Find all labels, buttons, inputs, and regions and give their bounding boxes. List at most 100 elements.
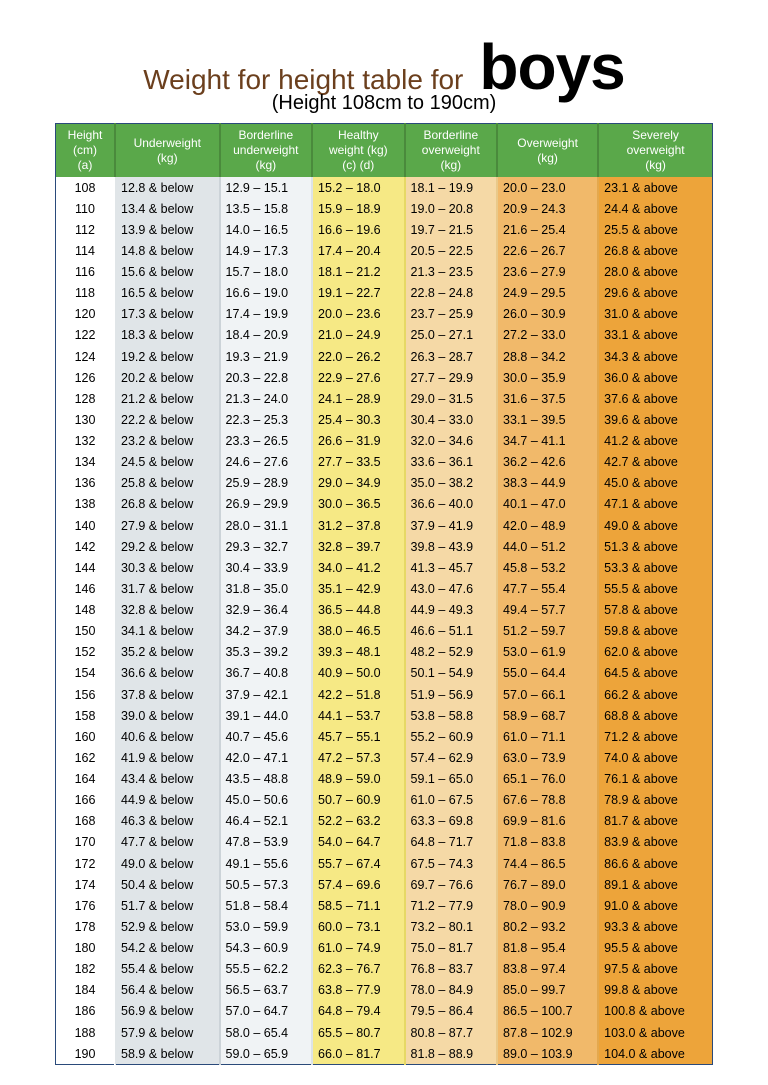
table-cell: 53.0 – 61.9: [497, 642, 598, 663]
table-cell: 58.9 – 68.7: [497, 705, 598, 726]
table-cell: 186: [56, 1001, 116, 1022]
table-row: 10812.8 & below12.9 – 15.115.2 – 18.018.…: [56, 177, 713, 198]
table-row: 15235.2 & below35.3 – 39.239.3 – 48.148.…: [56, 642, 713, 663]
table-cell: 83.8 – 97.4: [497, 959, 598, 980]
table-cell: 99.8 & above: [598, 980, 712, 1001]
table-cell: 64.8 – 71.7: [405, 832, 498, 853]
table-cell: 36.0 & above: [598, 367, 712, 388]
table-cell: 62.3 – 76.7: [312, 959, 405, 980]
table-cell: 56.5 – 63.7: [220, 980, 313, 1001]
table-cell: 49.0 & below: [115, 853, 220, 874]
table-cell: 17.4 – 19.9: [220, 304, 313, 325]
table-cell: 152: [56, 642, 116, 663]
table-cell: 57.0 – 66.1: [497, 684, 598, 705]
column-header: Healthyweight (kg)(c) (d): [312, 124, 405, 178]
table-cell: 23.3 – 26.5: [220, 431, 313, 452]
table-cell: 30.0 – 36.5: [312, 494, 405, 515]
table-cell: 80.8 – 87.7: [405, 1022, 498, 1043]
table-cell: 63.0 – 73.9: [497, 747, 598, 768]
table-row: 12821.2 & below21.3 – 24.024.1 – 28.929.…: [56, 388, 713, 409]
table-row: 11013.4 & below13.5 – 15.815.9 – 18.919.…: [56, 198, 713, 219]
table-cell: 75.0 – 81.7: [405, 938, 498, 959]
table-cell: 49.1 – 55.6: [220, 853, 313, 874]
table-cell: 25.0 – 27.1: [405, 325, 498, 346]
table-cell: 15.7 – 18.0: [220, 262, 313, 283]
table-row: 11213.9 & below14.0 – 16.516.6 – 19.619.…: [56, 219, 713, 240]
table-cell: 31.7 & below: [115, 578, 220, 599]
table-cell: 26.8 & above: [598, 240, 712, 261]
table-cell: 87.8 – 102.9: [497, 1022, 598, 1043]
table-cell: 57.8 & above: [598, 600, 712, 621]
table-cell: 73.2 – 80.1: [405, 916, 498, 937]
table-cell: 114: [56, 240, 116, 261]
table-cell: 24.1 – 28.9: [312, 388, 405, 409]
table-cell: 86.6 & above: [598, 853, 712, 874]
table-cell: 30.4 – 33.9: [220, 557, 313, 578]
table-cell: 60.0 – 73.1: [312, 916, 405, 937]
table-cell: 180: [56, 938, 116, 959]
table-cell: 41.3 – 45.7: [405, 557, 498, 578]
column-header: Height(cm)(a): [56, 124, 116, 178]
table-cell: 130: [56, 409, 116, 430]
table-cell: 140: [56, 515, 116, 536]
table-row: 18857.9 & below58.0 – 65.465.5 – 80.780.…: [56, 1022, 713, 1043]
table-cell: 63.8 – 77.9: [312, 980, 405, 1001]
table-cell: 29.0 – 31.5: [405, 388, 498, 409]
table-cell: 39.0 & below: [115, 705, 220, 726]
weight-height-table: Height(cm)(a)Underweight(kg)Borderlineun…: [55, 123, 713, 1065]
table-cell: 51.2 – 59.7: [497, 621, 598, 642]
table-cell: 45.7 – 55.1: [312, 726, 405, 747]
table-cell: 59.0 – 65.9: [220, 1043, 313, 1065]
column-header: Severelyoverweight(kg): [598, 124, 712, 178]
table-cell: 47.7 & below: [115, 832, 220, 853]
table-cell: 110: [56, 198, 116, 219]
table-cell: 29.3 – 32.7: [220, 536, 313, 557]
table-cell: 35.2 & below: [115, 642, 220, 663]
table-cell: 22.3 – 25.3: [220, 409, 313, 430]
table-cell: 24.5 & below: [115, 452, 220, 473]
table-cell: 15.6 & below: [115, 262, 220, 283]
table-row: 17249.0 & below49.1 – 55.655.7 – 67.467.…: [56, 853, 713, 874]
table-cell: 26.8 & below: [115, 494, 220, 515]
table-cell: 59.8 & above: [598, 621, 712, 642]
table-cell: 31.2 – 37.8: [312, 515, 405, 536]
table-cell: 31.8 – 35.0: [220, 578, 313, 599]
table-cell: 14.8 & below: [115, 240, 220, 261]
table-cell: 184: [56, 980, 116, 1001]
table-cell: 36.6 – 40.0: [405, 494, 498, 515]
table-cell: 20.2 & below: [115, 367, 220, 388]
table-cell: 39.6 & above: [598, 409, 712, 430]
table-row: 13424.5 & below24.6 – 27.627.7 – 33.533.…: [56, 452, 713, 473]
table-cell: 23.1 & above: [598, 177, 712, 198]
table-cell: 182: [56, 959, 116, 980]
table-cell: 23.6 – 27.9: [497, 262, 598, 283]
table-cell: 63.3 – 69.8: [405, 811, 498, 832]
table-row: 12620.2 & below20.3 – 22.822.9 – 27.627.…: [56, 367, 713, 388]
table-cell: 31.6 – 37.5: [497, 388, 598, 409]
table-cell: 55.2 – 60.9: [405, 726, 498, 747]
table-cell: 50.1 – 54.9: [405, 663, 498, 684]
table-cell: 27.9 & below: [115, 515, 220, 536]
table-cell: 80.2 – 93.2: [497, 916, 598, 937]
table-cell: 81.8 – 95.4: [497, 938, 598, 959]
table-cell: 25.8 & below: [115, 473, 220, 494]
table-cell: 61.0 – 74.9: [312, 938, 405, 959]
table-cell: 51.3 & above: [598, 536, 712, 557]
table-cell: 170: [56, 832, 116, 853]
table-cell: 28.0 & above: [598, 262, 712, 283]
table-cell: 25.5 & above: [598, 219, 712, 240]
table-cell: 55.5 & above: [598, 578, 712, 599]
table-cell: 46.4 – 52.1: [220, 811, 313, 832]
table-cell: 40.6 & below: [115, 726, 220, 747]
table-cell: 138: [56, 494, 116, 515]
column-header: Overweight(kg): [497, 124, 598, 178]
table-cell: 30.0 – 35.9: [497, 367, 598, 388]
table-cell: 55.0 – 64.4: [497, 663, 598, 684]
table-cell: 76.7 – 89.0: [497, 874, 598, 895]
table-cell: 69.9 – 81.6: [497, 811, 598, 832]
table-cell: 43.4 & below: [115, 769, 220, 790]
table-row: 17651.7 & below51.8 – 58.458.5 – 71.171.…: [56, 895, 713, 916]
table-cell: 30.3 & below: [115, 557, 220, 578]
table-cell: 56.9 & below: [115, 1001, 220, 1022]
table-cell: 55.4 & below: [115, 959, 220, 980]
